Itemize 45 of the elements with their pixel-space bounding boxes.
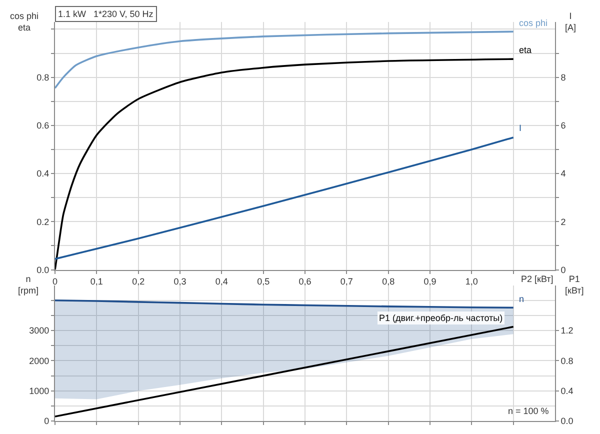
y2-axis-title: I [A] [565, 11, 576, 33]
y-tick-label: 0.4 [36, 168, 50, 179]
y-axis-title: n [rpm] [18, 274, 39, 296]
y2-tick-label: 0.0 [560, 416, 574, 426]
y2-tick-label: 2 [560, 216, 566, 227]
y2-tick-label: 4 [560, 168, 566, 179]
series-label: I [519, 123, 522, 133]
y2-tick-label: 0.8 [560, 356, 574, 366]
y-tick-label: 0.6 [36, 120, 50, 131]
line-series [55, 300, 514, 309]
y-tick-label: 0.2 [36, 216, 50, 227]
line-series [55, 58, 514, 270]
annotation: n = 100 % [508, 406, 549, 416]
x-tick-label: 0 [52, 276, 58, 287]
y2-axis-title: P1 [кВт] [565, 274, 584, 296]
y-tick-label: 2000 [29, 356, 50, 366]
x-tick-label: 0,3 [174, 276, 186, 287]
y2-tick-label: 0 [560, 264, 566, 275]
y2-tick-label: 1.2 [560, 326, 574, 336]
x-tick-label: 0,9 [424, 276, 436, 287]
series-label: cos phi [519, 18, 548, 28]
line-series [55, 30, 514, 90]
series-label: P1 (двиг.+преобр-ль частоты) [379, 313, 503, 323]
y-tick-label: 0 [44, 416, 50, 426]
y2-tick-label: 6 [560, 120, 566, 131]
series-label: n [519, 294, 524, 304]
x-tick-label: 1,0 [465, 276, 478, 287]
line-series [55, 136, 514, 260]
chart-title: 1.1 kW 1*230 V, 50 Hz [58, 9, 154, 19]
y-axis-title: cos phi eta [10, 11, 39, 33]
x-tick-label: 0,8 [382, 276, 395, 287]
y2-tick-label: 8 [560, 72, 566, 82]
y-tick-label: 0.0 [36, 264, 50, 275]
x-tick-label: 0,1 [90, 276, 103, 287]
x-axis-title: P2 [кВт] [521, 274, 554, 284]
x-tick-label: 0,7 [340, 276, 353, 287]
x-tick-label: 0,2 [132, 276, 145, 287]
x-tick-label: 0,4 [215, 276, 228, 287]
y-tick-label: 1000 [29, 386, 50, 396]
series-label: eta [519, 45, 532, 55]
x-tick-label: 0,5 [257, 276, 270, 287]
y-tick-label: 3000 [29, 326, 50, 336]
y-tick-label: 0.8 [36, 72, 50, 82]
x-tick-label: 0,6 [298, 276, 312, 287]
y2-tick-label: 0.4 [560, 386, 574, 396]
